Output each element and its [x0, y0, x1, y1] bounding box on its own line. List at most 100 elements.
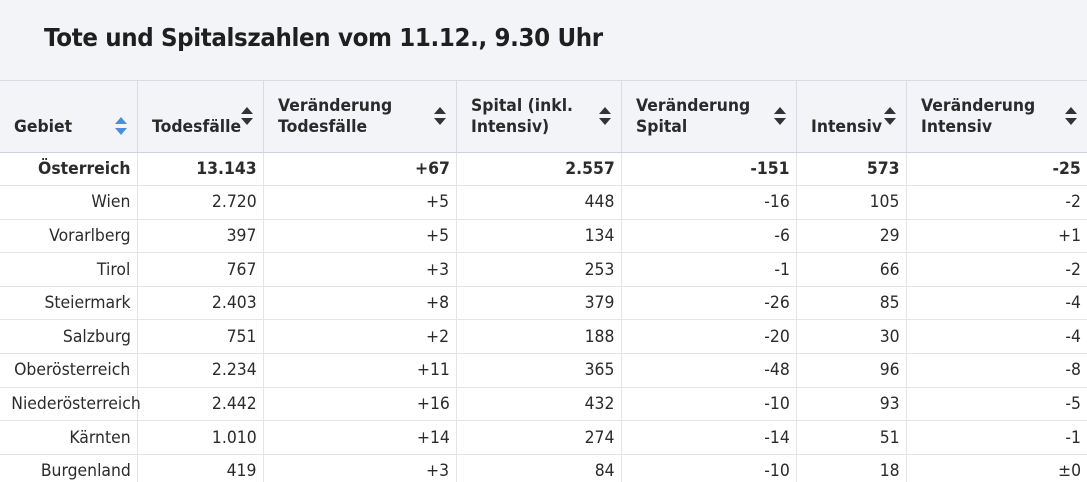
cell-value: +16: [416, 393, 450, 414]
table-body: Österreich 13.143 +67 2.557 -151 573 -25 Wien 2.…: [0, 152, 1087, 482]
cell-value: 751: [226, 326, 257, 347]
table-row: Österreich 13.143 +67 2.557 -151 573 -25: [0, 152, 1087, 187]
column-header-veraenderung-spital[interactable]: Veränderung Spital: [621, 81, 797, 153]
column-header-label: Gebiet: [14, 117, 118, 138]
cell-value: 188: [584, 326, 615, 347]
table-cell-spital: 84: [456, 454, 622, 482]
column-header-label-line2: Intensiv: [920, 116, 992, 137]
column-header-label-line2: Spital: [635, 116, 687, 137]
cell-value: 432: [584, 393, 615, 414]
table-cell-spital: 379: [456, 286, 622, 321]
table-cell-intensiv: 573: [796, 152, 907, 187]
cell-value: 85: [879, 293, 900, 314]
column-header-label: Veränderung Intensiv: [921, 96, 1065, 138]
sort-arrows-icon[interactable]: [1065, 107, 1077, 125]
cell-value: -4: [1065, 293, 1081, 314]
cell-value: -5: [1065, 393, 1081, 414]
cell-value: Steiermark: [44, 293, 131, 314]
cell-value: 2.442: [211, 393, 257, 414]
column-header-todesfaelle[interactable]: Todesfälle: [137, 81, 264, 153]
cell-value: 134: [584, 225, 615, 246]
sort-arrows-icon[interactable]: [114, 117, 127, 135]
page-title: Tote und Spitalszahlen vom 11.12., 9.30 …: [44, 22, 603, 52]
cell-value: Salzburg: [62, 326, 131, 347]
table-cell-todesfaelle: 1.010: [137, 420, 264, 455]
table-cell-spital: 448: [456, 185, 622, 220]
sort-down-icon: [598, 118, 611, 125]
table-cell-veraenderung-todesfaelle: +11: [263, 353, 457, 388]
cell-value: Tirol: [97, 259, 131, 280]
cell-value: +3: [426, 461, 450, 482]
table-cell-todesfaelle: 767: [137, 252, 264, 287]
column-header-gebiet[interactable]: Gebiet: [0, 81, 138, 153]
table-cell-veraenderung-todesfaelle: +67: [263, 152, 457, 187]
column-header-spital[interactable]: Spital (inkl. Intensiv): [456, 81, 622, 153]
table-cell-intensiv: 66: [796, 252, 907, 287]
cell-value: Kärnten: [69, 427, 131, 448]
table-cell-spital: 274: [456, 420, 622, 455]
sort-arrows-icon[interactable]: [240, 107, 253, 125]
table-cell-spital: 365: [456, 353, 622, 388]
table-cell-veraenderung-todesfaelle: +5: [263, 219, 457, 254]
cell-value: -151: [750, 158, 790, 179]
cell-value: -1: [1065, 427, 1081, 448]
table-cell-veraenderung-intensiv: -4: [906, 286, 1087, 321]
table-cell-intensiv: 93: [796, 387, 907, 422]
sort-down-icon: [883, 118, 896, 125]
column-header-label: Intensiv: [811, 117, 889, 138]
table-cell-veraenderung-spital: -151: [621, 152, 797, 187]
table-row: Wien 2.720 +5 448 -16 105 -2: [0, 185, 1087, 220]
column-header-label: Veränderung Todesfälle: [278, 96, 433, 138]
sort-arrows-icon[interactable]: [883, 107, 896, 125]
table-cell-spital: 253: [456, 252, 622, 287]
cell-value: ±0: [1057, 461, 1081, 482]
sort-arrows-icon[interactable]: [598, 107, 611, 125]
cell-value: -8: [1065, 360, 1081, 381]
cell-value: 18: [879, 461, 900, 482]
cell-value: -48: [763, 360, 790, 381]
cell-value: +67: [414, 158, 450, 179]
sort-arrows-icon[interactable]: [433, 107, 446, 125]
cell-value: -1: [773, 259, 790, 280]
table-row: Salzburg 751 +2 188 -20 30 -4: [0, 319, 1087, 355]
cell-value: 365: [584, 360, 615, 381]
cell-value: 84: [594, 461, 615, 482]
column-header-veraenderung-todesfaelle[interactable]: Veränderung Todesfälle: [263, 81, 457, 153]
column-header-label-line1: Veränderung: [277, 95, 392, 116]
column-header-label-line1: Veränderung: [635, 95, 750, 116]
table-cell-intensiv: 18: [796, 454, 907, 482]
cell-value: 2.557: [565, 158, 615, 179]
table-cell-gebiet: Steiermark: [0, 286, 138, 321]
table-cell-veraenderung-intensiv: -8: [906, 353, 1087, 388]
table-cell-todesfaelle: 397: [137, 219, 264, 254]
table-row: Steiermark 2.403 +8 379 -26 85 -4: [0, 286, 1087, 321]
table-header-row: Gebiet Todesfälle Veränderung Todesfälle Spi…: [0, 81, 1087, 153]
column-header-veraenderung-intensiv[interactable]: Veränderung Intensiv: [906, 81, 1087, 153]
cell-value: 419: [226, 461, 257, 482]
cell-value: 2.403: [211, 293, 257, 314]
table-cell-gebiet: Österreich: [0, 152, 138, 187]
cell-value: 253: [584, 259, 615, 280]
cell-value: +3: [426, 259, 450, 280]
table-cell-gebiet: Niederösterreich: [0, 387, 141, 422]
cell-value: Oberösterreich: [14, 360, 131, 381]
table-cell-todesfaelle: 13.143: [137, 152, 264, 187]
sort-arrows-icon[interactable]: [773, 107, 786, 125]
cell-value: +2: [426, 326, 450, 347]
sort-down-icon: [1065, 118, 1077, 125]
sort-up-icon: [240, 107, 253, 114]
table-cell-todesfaelle: 2.234: [137, 353, 264, 388]
cell-value: 29: [879, 225, 900, 246]
table-cell-veraenderung-intensiv: -5: [906, 387, 1087, 422]
cell-value: +11: [416, 360, 450, 381]
table-cell-veraenderung-todesfaelle: +2: [263, 319, 457, 355]
column-header-intensiv[interactable]: Intensiv: [796, 81, 907, 153]
table-cell-veraenderung-spital: -16: [621, 185, 797, 220]
table-cell-intensiv: 96: [796, 353, 907, 388]
sort-up-icon: [114, 117, 127, 124]
table-cell-spital: 134: [456, 219, 622, 254]
table-cell-veraenderung-intensiv: -2: [906, 185, 1087, 220]
cell-value: 573: [866, 158, 900, 179]
cell-value: 1.010: [211, 427, 257, 448]
table-cell-spital: 432: [456, 387, 622, 422]
